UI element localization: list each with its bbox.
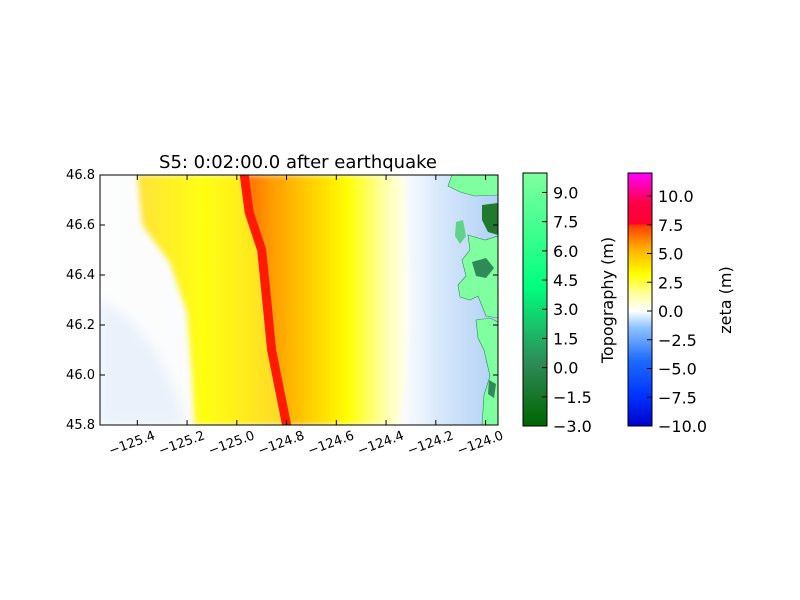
topography-colorbar-label: Topography (m) xyxy=(598,237,617,364)
y-tick-label: 46.4 xyxy=(66,268,95,283)
colorbar-tick-label: −2.5 xyxy=(658,331,697,350)
heatmap-field xyxy=(100,175,498,425)
trough-region xyxy=(100,300,185,425)
colorbar-tick-label: −5.0 xyxy=(658,360,697,379)
chart-title: S5: 0:02:00.0 after earthquake xyxy=(159,152,437,173)
topography-colorbar: −3.0 −1.5 0.0 1.5 3.0 4.5 6.0 7.5 9.0 Topography… xyxy=(522,172,617,436)
x-tick-label: −125.2 xyxy=(157,428,207,459)
colorbar-tick-label: 1.5 xyxy=(553,329,578,348)
zeta-colorbar-label: zeta (m) xyxy=(716,266,735,333)
colorbar-tick-label: 2.5 xyxy=(658,273,683,292)
colorbar-tick-label: −3.0 xyxy=(553,417,592,436)
colorbar-tick-label: −10.0 xyxy=(658,417,707,436)
colorbar-tick-label: 9.0 xyxy=(553,183,578,202)
colorbar-tick-label: 7.5 xyxy=(553,213,578,232)
colorbar-tick-label: −7.5 xyxy=(658,388,697,407)
leading-wave-zone xyxy=(244,175,411,425)
land-mask xyxy=(447,175,498,425)
zeta-colorbar-gradient xyxy=(627,172,653,427)
plot-frame xyxy=(99,174,499,426)
y-tick-label: 46.0 xyxy=(66,368,95,383)
wave-crest xyxy=(239,175,292,425)
colorbar-tick-label: 6.0 xyxy=(553,242,578,261)
x-tick-label: −124.0 xyxy=(455,428,505,459)
zeta-colorbar: −10.0 −7.5 −5.0 −2.5 0.0 2.5 5.0 7.5 10.0 zeta (… xyxy=(627,172,735,436)
colorbar-tick-label: 10.0 xyxy=(658,187,694,206)
colorbar-tick-label: 3.0 xyxy=(553,300,578,319)
x-tick-label: −125.0 xyxy=(206,428,256,459)
y-axis: 45.8 46.0 46.2 46.4 46.6 46.8 xyxy=(66,168,498,433)
colorbar-tick-label: 5.0 xyxy=(658,245,683,264)
colorbar-tick-label: 4.5 xyxy=(553,271,578,290)
x-tick-label: −125.4 xyxy=(107,428,157,459)
colorbar-tick-label: 0.0 xyxy=(553,359,578,378)
y-tick-label: 46.8 xyxy=(66,168,95,183)
wave-heatmap: −125.4 −125.2 −125.0 −124.8 −124.6 −124.4 −124… xyxy=(66,168,505,459)
colorbar-tick-label: −1.5 xyxy=(553,388,592,407)
colorbar-tick-label: 0.0 xyxy=(658,302,683,321)
topography-colorbar-gradient xyxy=(522,172,548,427)
y-tick-label: 45.8 xyxy=(66,418,95,433)
x-tick-label: −124.4 xyxy=(356,428,406,459)
x-tick-label: −124.2 xyxy=(405,428,455,459)
colorbar-tick-label: 7.5 xyxy=(658,216,683,235)
positive-wave-band xyxy=(137,175,287,425)
y-tick-label: 46.2 xyxy=(66,318,95,333)
x-tick-label: −124.6 xyxy=(306,428,356,459)
y-tick-label: 46.6 xyxy=(66,218,95,233)
x-tick-label: −124.8 xyxy=(256,428,306,459)
